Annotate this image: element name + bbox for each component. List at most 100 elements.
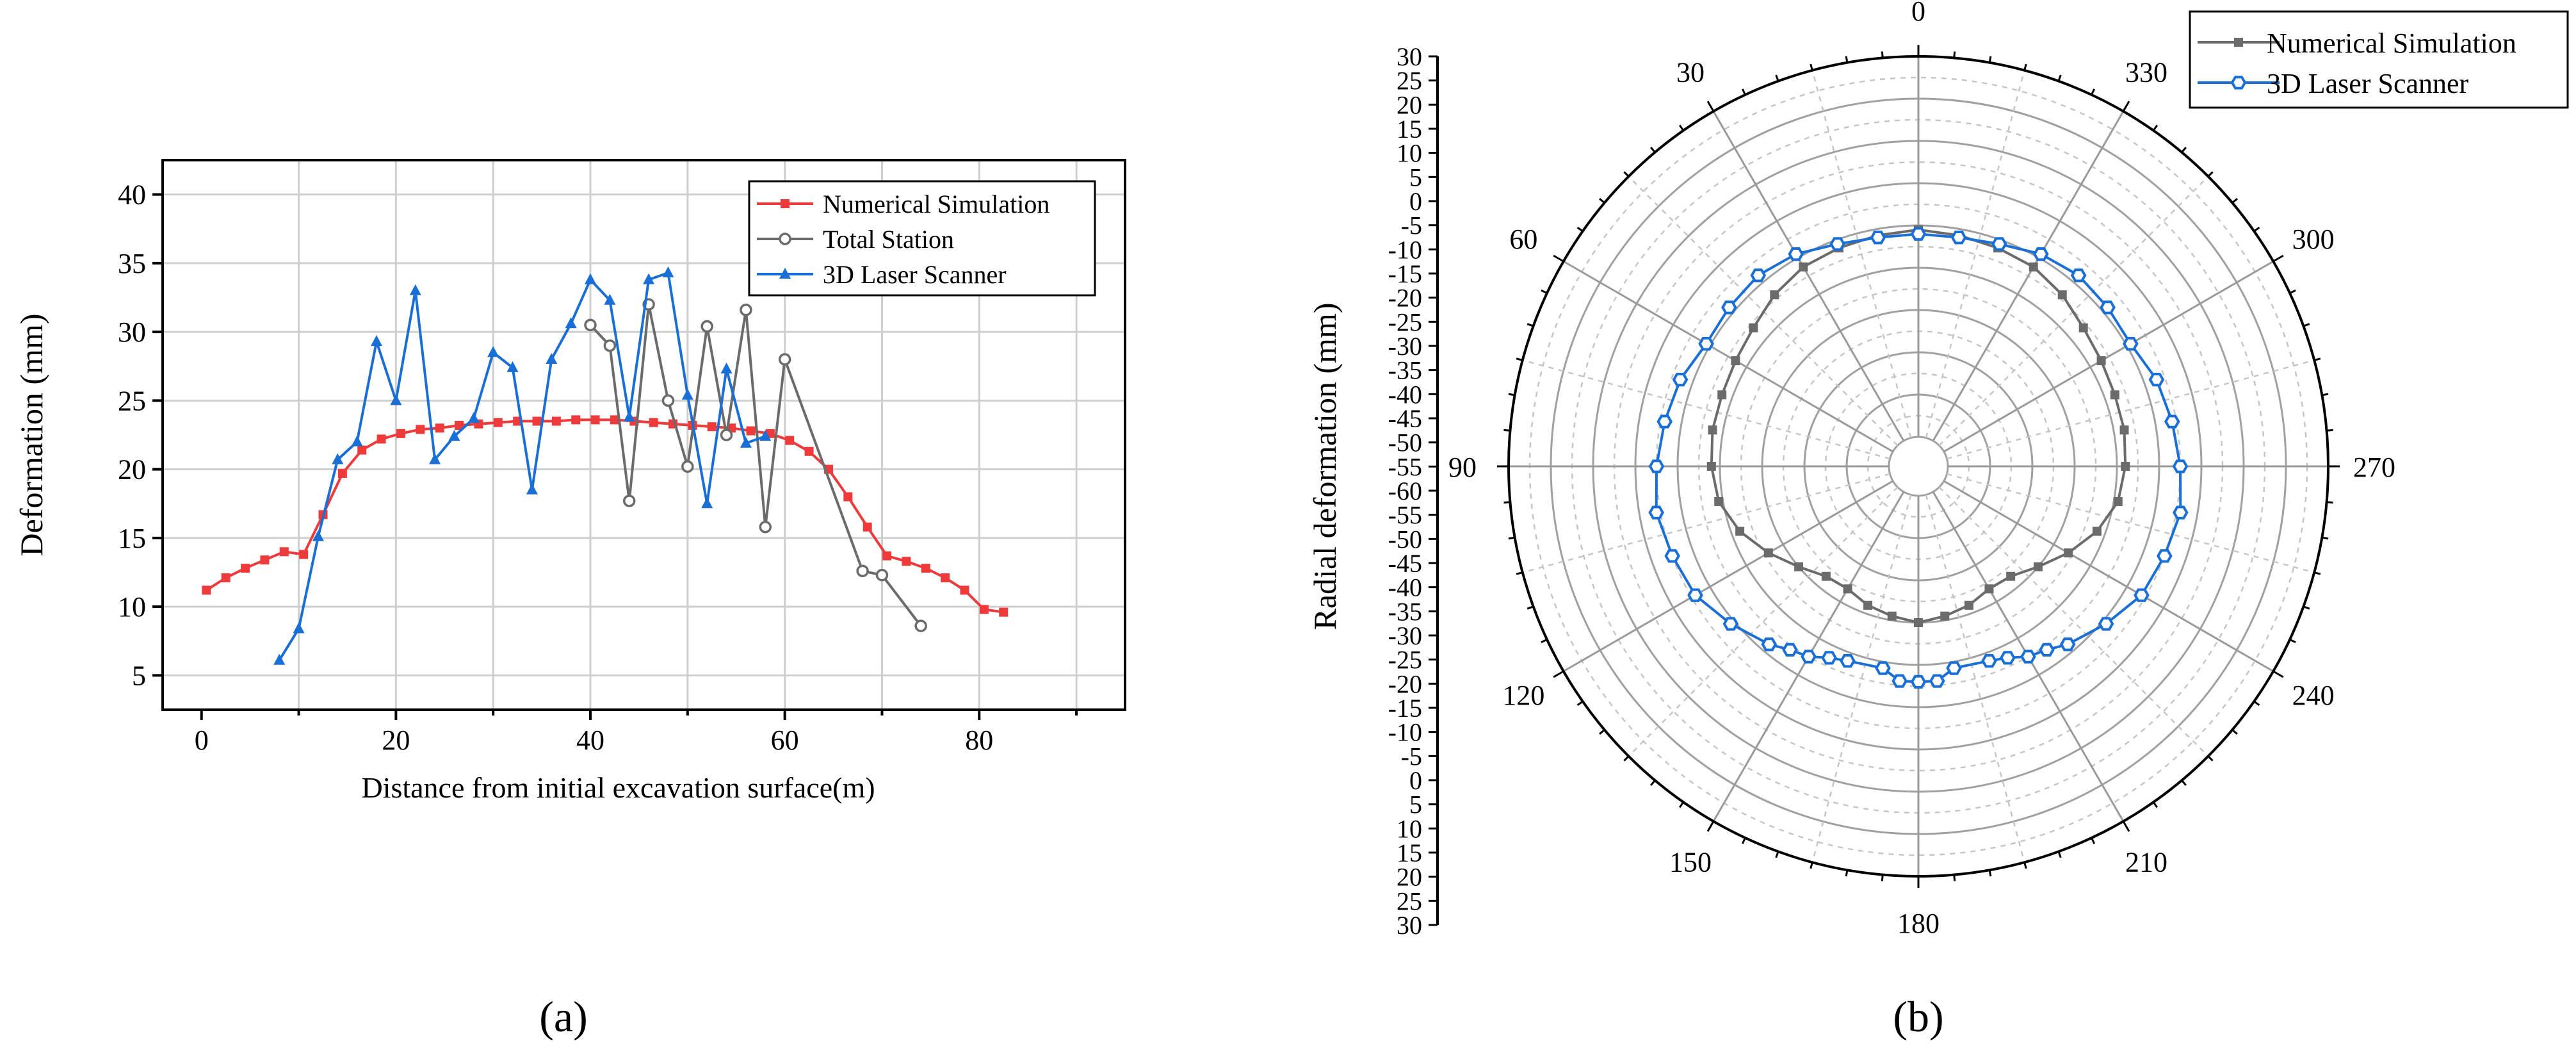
radial-axis-tick-label: 15 [1397, 838, 1422, 867]
data-point [720, 429, 733, 441]
polar-data-point [2039, 642, 2055, 657]
data-point [707, 422, 717, 432]
angle-tick [2152, 124, 2159, 131]
polar-data-point [1794, 562, 1804, 571]
data-point [604, 293, 616, 305]
data-point [701, 497, 713, 509]
angle-tick [1503, 501, 1511, 504]
radial-axis-tick-label: 10 [1397, 814, 1422, 843]
polar-data-point [1914, 618, 1923, 627]
legend-label: 3D Laser Scanner [2267, 68, 2469, 99]
data-point [875, 569, 889, 582]
radial-axis-tick-label: 25 [1397, 67, 1422, 95]
data-point [960, 585, 969, 595]
angle-tick [1553, 670, 1564, 678]
angle-tick [1623, 171, 1630, 177]
polar-data-point [2123, 337, 2139, 351]
angle-tick [1541, 639, 1548, 644]
angle-tick [1650, 147, 1656, 153]
legend-swatch-marker [779, 233, 791, 245]
polar-spoke [1938, 176, 2209, 446]
legend-swatch-marker [781, 199, 790, 208]
polar-series-1 [1648, 227, 2189, 689]
x-tick-label: 60 [771, 724, 799, 756]
data-point [661, 394, 675, 407]
data-point [856, 564, 869, 578]
polar-spoke [1947, 359, 2315, 460]
data-point [357, 445, 367, 455]
angle-tick [2313, 571, 2321, 575]
polar-data-point [1910, 227, 1927, 241]
polar-data-point [1875, 661, 1891, 675]
data-point [902, 557, 911, 566]
radial-axis-tick-label: -10 [1388, 235, 1422, 264]
data-point [293, 622, 305, 634]
y-tick-label: 5 [132, 660, 146, 691]
polar-data-point [1910, 675, 1927, 689]
angle-tick [1988, 56, 1992, 63]
panel-label-b: (b) [1893, 992, 1943, 1041]
polar-inner-ring [1888, 436, 1949, 497]
angle-tick [1706, 821, 1715, 832]
angle-tick [2289, 289, 2296, 294]
angle-tick [1810, 63, 1813, 71]
polar-data-point [1731, 356, 1740, 366]
polar-data-point [1981, 654, 1997, 668]
angle-tick [2253, 700, 2260, 707]
polar-data-point [2098, 617, 2114, 631]
angle-tick [2023, 862, 2027, 869]
angle-tick-label: 0 [1911, 0, 1925, 27]
polar-spoke [1938, 486, 2209, 757]
angle-tick-label: 150 [1669, 847, 1712, 878]
polar-data-point [1870, 231, 1886, 245]
radial-axis-tick-label: -25 [1388, 646, 1422, 675]
angle-tick [1706, 101, 1715, 112]
polar-data-point [2064, 548, 2073, 558]
data-point [979, 605, 989, 614]
angle-tick [1810, 862, 1813, 869]
angle-tick [2152, 801, 2159, 808]
polar-data-point [1763, 548, 1773, 558]
data-point [759, 430, 772, 441]
data-point [914, 619, 927, 632]
polar-data-point [1843, 584, 1852, 594]
angle-tick [1527, 323, 1534, 327]
angle-tick-label: 180 [1897, 908, 1940, 939]
data-point [941, 573, 950, 583]
angle-tick-label: 330 [2125, 56, 2167, 88]
polar-data-point [1698, 337, 1714, 351]
data-point [416, 425, 425, 434]
data-point [571, 415, 581, 425]
angle-tick [2322, 536, 2329, 540]
angle-tick [1576, 700, 1584, 707]
polar-data-point [2110, 390, 2119, 400]
polar-data-point [2029, 262, 2038, 272]
y-tick-label: 40 [118, 179, 146, 211]
legend-label: Total Station [823, 225, 954, 254]
y-axis-label: Deformation (mm) [13, 313, 49, 556]
panel-a-line-chart: 0 20 40 60 80 5 10 15 20 25 30 35 40 Distance from in… [13, 159, 1126, 1041]
polar-spoke [1925, 495, 2025, 863]
radial-axis-tick-label: 15 [1397, 115, 1422, 143]
angle-tick [2023, 63, 2027, 71]
series-1 [584, 298, 927, 632]
polar-data-point [2078, 323, 2088, 332]
x-tick-label: 40 [576, 724, 604, 756]
angle-tick [2232, 729, 2238, 735]
polar-data-point [1821, 651, 1837, 665]
data-point [409, 284, 421, 295]
panel-label-a: (a) [539, 992, 587, 1041]
angle-tick [1845, 870, 1849, 877]
polar-data-point [1657, 414, 1673, 429]
polar-data-point [2020, 650, 2036, 664]
polar-data-point [1648, 459, 1665, 473]
data-point [623, 411, 635, 422]
radial-axis-tick-label: -15 [1388, 259, 1422, 288]
polar-data-point [1717, 390, 1727, 400]
radial-axis-tick-label: -30 [1388, 332, 1422, 361]
radial-axis-tick-label: -55 [1388, 501, 1422, 530]
angle-tick [1508, 393, 1515, 397]
angle-tick [1678, 124, 1685, 131]
data-point [390, 394, 402, 405]
data-point [785, 436, 795, 445]
